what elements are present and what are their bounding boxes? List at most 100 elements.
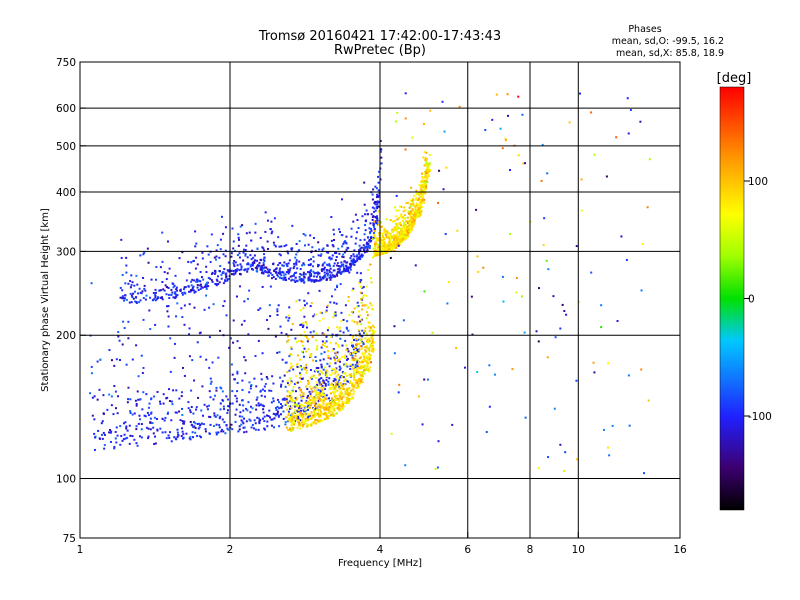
- scatter-point: [329, 341, 332, 344]
- scatter-point: [314, 376, 317, 379]
- scatter-point: [309, 273, 312, 276]
- scatter-point: [272, 412, 275, 415]
- scatter-point: [399, 227, 402, 230]
- scatter-point: [374, 236, 377, 239]
- scatter-point: [318, 378, 321, 381]
- scatter-point: [396, 240, 399, 243]
- scatter-point: [313, 421, 316, 424]
- scatter-point: [279, 276, 282, 279]
- scatter-point: [209, 416, 212, 419]
- scatter-point: [436, 466, 439, 469]
- scatter-point: [192, 285, 195, 288]
- scatter-point: [267, 274, 270, 277]
- scatter-point: [281, 405, 284, 408]
- scatter-point: [388, 240, 391, 243]
- scatter-point: [351, 289, 354, 292]
- scatter-point: [129, 279, 132, 282]
- scatter-point: [325, 408, 328, 411]
- scatter-point: [314, 412, 317, 415]
- scatter-point: [420, 192, 423, 195]
- scatter-point: [138, 301, 141, 304]
- scatter-point: [114, 430, 117, 433]
- scatter-point: [320, 352, 323, 355]
- scatter-point: [299, 358, 302, 361]
- scatter-point: [174, 274, 177, 277]
- scatter-point: [330, 335, 333, 338]
- scatter-point: [367, 370, 370, 373]
- scatter-point: [336, 274, 339, 277]
- scatter-point: [308, 273, 311, 276]
- scatter-point: [325, 417, 328, 420]
- scatter-point: [358, 251, 361, 254]
- scatter-point: [263, 249, 266, 252]
- scatter-point: [176, 289, 179, 292]
- scatter-point: [292, 404, 295, 407]
- scatter-point: [371, 344, 374, 347]
- scatter-point: [240, 423, 243, 426]
- scatter-point: [127, 386, 130, 389]
- scatter-point: [250, 258, 253, 261]
- scatter-point: [339, 390, 342, 393]
- scatter-point: [343, 251, 346, 254]
- scatter-point: [319, 400, 322, 403]
- scatter-point: [225, 424, 228, 427]
- scatter-point: [236, 340, 239, 343]
- scatter-point: [348, 262, 351, 265]
- scatter-point: [289, 414, 292, 417]
- scatter-point: [325, 403, 328, 406]
- scatter-point: [354, 366, 357, 369]
- scatter-point: [288, 259, 291, 262]
- scatter-point: [410, 219, 413, 222]
- scatter-point: [339, 381, 342, 384]
- scatter-point: [230, 363, 233, 366]
- scatter-point: [233, 259, 236, 262]
- scatter-point: [413, 216, 416, 219]
- scatter-point: [345, 344, 348, 347]
- scatter-point: [189, 409, 192, 412]
- scatter-point: [310, 402, 313, 405]
- scatter-point: [154, 288, 157, 291]
- scatter-point: [252, 268, 255, 271]
- scatter-point: [310, 375, 313, 378]
- scatter-point: [278, 269, 281, 272]
- scatter-point: [522, 162, 525, 165]
- scatter-point: [327, 383, 330, 386]
- y-tick-label: 75: [63, 533, 76, 545]
- scatter-point: [616, 319, 619, 322]
- scatter-point: [194, 230, 197, 233]
- scatter-point: [318, 398, 321, 401]
- scatter-point: [302, 415, 305, 418]
- scatter-point: [306, 379, 309, 382]
- scatter-point: [290, 279, 293, 282]
- scatter-point: [389, 219, 392, 222]
- scatter-point: [198, 435, 201, 438]
- scatter-point: [206, 245, 209, 248]
- scatter-point: [305, 366, 308, 369]
- scatter-point: [263, 259, 266, 262]
- scatter-point: [375, 254, 378, 257]
- scatter-point: [363, 181, 366, 184]
- scatter-point: [580, 178, 583, 181]
- scatter-point: [363, 203, 366, 206]
- scatter-point: [309, 355, 312, 358]
- scatter-point: [147, 427, 150, 430]
- scatter-point: [291, 398, 294, 401]
- scatter-point: [204, 428, 207, 431]
- scatter-point: [214, 282, 217, 285]
- stats-o-mode: mean, sd,O: -99.5, 16.2: [612, 36, 724, 47]
- scatter-point: [414, 215, 417, 218]
- scatter-point: [113, 385, 116, 388]
- scatter-point: [340, 261, 343, 264]
- scatter-point: [364, 247, 367, 250]
- scatter-point: [323, 412, 326, 415]
- scatter-point: [341, 255, 344, 258]
- scatter-point: [366, 314, 369, 317]
- scatter-point: [321, 405, 324, 408]
- scatter-point: [333, 262, 336, 265]
- scatter-point: [278, 270, 281, 273]
- scatter-point: [313, 386, 316, 389]
- scatter-point: [385, 235, 388, 238]
- scatter-point: [415, 189, 418, 192]
- scatter-point: [339, 330, 342, 333]
- scatter-point: [537, 467, 540, 470]
